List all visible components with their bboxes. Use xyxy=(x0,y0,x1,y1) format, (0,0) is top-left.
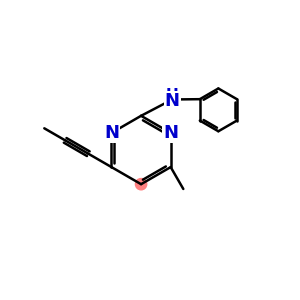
Text: N: N xyxy=(165,92,180,110)
Text: N: N xyxy=(104,124,119,142)
Text: H: H xyxy=(166,88,179,104)
Text: N: N xyxy=(163,124,178,142)
Circle shape xyxy=(135,178,147,190)
Circle shape xyxy=(165,127,176,139)
